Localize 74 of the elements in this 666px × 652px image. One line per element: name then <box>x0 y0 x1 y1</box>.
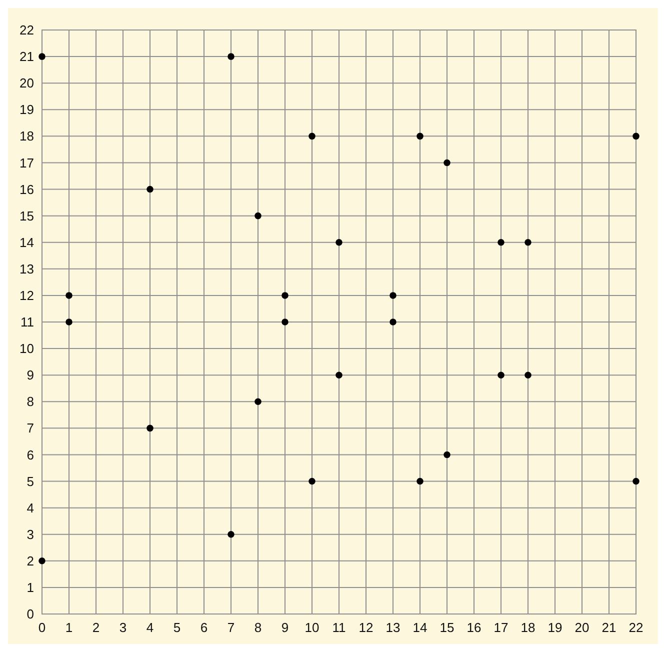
point <box>254 212 262 220</box>
point <box>228 530 234 538</box>
point <box>146 424 154 432</box>
point <box>632 132 640 140</box>
point <box>390 292 396 299</box>
x-tick-label: 3 <box>119 620 127 635</box>
point <box>444 159 450 166</box>
point <box>282 292 288 299</box>
y-tick-label: 20 <box>20 76 34 91</box>
x-tick-label: 5 <box>173 620 181 635</box>
y-tick-label: 13 <box>20 261 34 276</box>
x-tick-label: 14 <box>412 620 428 635</box>
y-tick-label: 10 <box>20 341 34 356</box>
x-tick-label: 17 <box>494 620 508 635</box>
y-tick-label: 2 <box>26 553 34 568</box>
point <box>390 318 396 326</box>
x-tick-label: 16 <box>466 620 482 635</box>
y-tick-label: 16 <box>20 182 34 197</box>
point <box>38 558 46 564</box>
point <box>524 238 532 246</box>
point <box>66 318 72 326</box>
x-tick-label: 12 <box>358 620 374 635</box>
x-tick-label: 22 <box>628 620 644 635</box>
point <box>416 478 424 485</box>
point <box>282 318 288 326</box>
y-tick-label: 5 <box>26 474 34 489</box>
y-tick-label: 4 <box>26 500 34 516</box>
y-tick-label: 11 <box>20 314 34 330</box>
y-tick-label: 18 <box>20 128 34 144</box>
x-tick-label: 9 <box>281 620 289 635</box>
x-tick-label: 8 <box>254 620 262 635</box>
x-tick-label: 15 <box>440 620 454 635</box>
x-tick-label: 19 <box>548 620 562 635</box>
point <box>498 372 504 378</box>
y-tick-label: 21 <box>20 49 34 64</box>
y-tick-label: 17 <box>20 155 34 170</box>
x-tick-label: 6 <box>200 620 208 635</box>
y-tick-label: 15 <box>20 208 34 224</box>
y-tick-label: 0 <box>26 606 34 622</box>
point <box>444 451 450 458</box>
point <box>498 238 504 246</box>
x-tick-label: 1 <box>65 620 73 635</box>
point <box>228 53 234 60</box>
y-tick-label: 7 <box>26 420 34 436</box>
point <box>308 132 316 140</box>
point <box>66 292 72 299</box>
x-tick-label: 18 <box>520 620 536 635</box>
y-tick-label: 6 <box>26 447 34 462</box>
x-tick-label: 2 <box>92 620 100 635</box>
y-tick-label: 19 <box>20 102 34 118</box>
point <box>336 238 342 246</box>
point <box>308 478 316 485</box>
x-tick-label: 0 <box>38 620 46 635</box>
point <box>524 372 532 378</box>
x-tick-label: 10 <box>304 620 320 635</box>
x-tick-label: 20 <box>574 620 590 635</box>
point <box>254 398 262 406</box>
point <box>38 53 46 60</box>
y-tick-label: 14 <box>20 234 34 250</box>
x-tick-label: 13 <box>386 620 400 635</box>
y-tick-label: 12 <box>20 288 34 304</box>
point <box>632 478 640 485</box>
y-tick-label: 3 <box>26 526 34 542</box>
y-tick-label: 1 <box>26 580 34 596</box>
y-tick-label: 8 <box>26 394 34 410</box>
x-tick-label: 7 <box>227 620 235 635</box>
point <box>416 132 424 140</box>
y-tick-label: 9 <box>26 368 34 383</box>
point <box>146 186 154 193</box>
point <box>336 372 342 378</box>
x-tick-label: 4 <box>146 620 154 635</box>
x-tick-label: 11 <box>332 620 346 635</box>
x-tick-label: 21 <box>602 620 616 635</box>
y-tick-label: 22 <box>20 22 34 38</box>
